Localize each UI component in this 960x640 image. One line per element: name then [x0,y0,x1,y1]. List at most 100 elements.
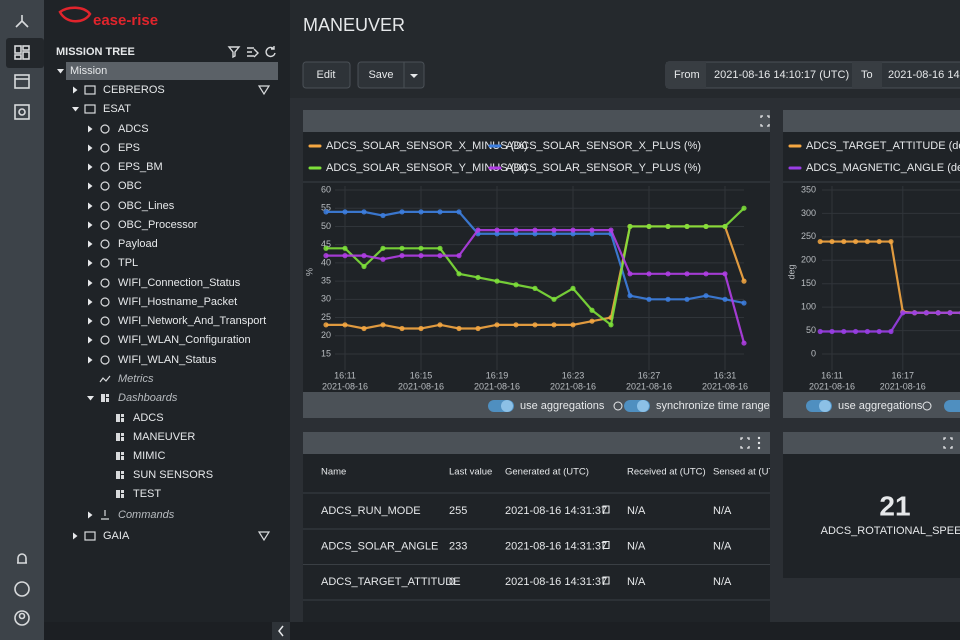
tree-icon[interactable] [15,15,29,28]
folder-icon [84,85,96,95]
tree-arrow [88,221,93,229]
cell: N/A [627,540,646,552]
data-point [947,310,953,316]
data-point [665,223,671,230]
data-point [361,325,367,332]
data-point [741,300,747,306]
tree-arrow [88,125,93,133]
x-tick-time: 16:11 [821,370,843,380]
legend-label: ADCS_TARGET_ATTITUDE (deg) [806,140,960,152]
data-point [380,322,386,328]
collapse-button[interactable] [247,47,259,58]
expand-icon[interactable] [740,437,750,449]
save-button[interactable] [357,61,425,89]
tree-item: ADCS [118,123,149,135]
tree-arrow [88,279,93,287]
data-point [437,253,443,259]
data-point [684,296,690,302]
refresh-button[interactable] [265,46,276,58]
data-point [817,328,823,335]
data-point [646,296,652,302]
rail-icons [14,15,30,626]
cell: N/A [627,505,646,517]
data-point [900,310,906,316]
parameter-icon [100,143,110,153]
parameter-icon [100,181,110,191]
data-point [399,209,405,215]
stat-value: 21 [879,490,910,521]
collapse-sidebar[interactable] [272,622,290,640]
menu-dot [778,115,780,117]
calendar-icon[interactable] [14,74,30,89]
tree-arrow [88,240,93,248]
parameter-icon [100,258,110,268]
x-tick-time: 16:23 [562,370,585,380]
data-point [342,245,348,251]
save-menu-caret[interactable] [410,74,418,78]
data-point [589,318,595,324]
tree-item: WIFI_Network_And_Transport [118,315,266,327]
alerts-icon[interactable] [17,553,27,564]
cell: N/A [627,576,646,588]
stat-label: ADCS_ROTATIONAL_SPEED [821,525,960,537]
data-point [418,209,424,215]
data-point [722,271,728,277]
tree-title: MISSION TREE [56,46,135,58]
x-tick-date: 2021-08-16 [398,381,444,391]
column-header: Received at (UTC) [627,467,706,478]
dashboard-icon [116,452,124,460]
data-point [456,325,462,332]
filter-button[interactable] [227,46,241,59]
panel [783,432,960,578]
data-point [741,278,747,284]
toggle-label: synchronize time range [656,400,770,412]
data-point [361,253,367,259]
data-point [923,310,930,316]
data-point [456,253,462,259]
expand-icon[interactable] [943,437,953,449]
y-tick-label: 40 [321,257,331,267]
data-point [437,322,443,328]
edit-button[interactable] [302,61,351,89]
y-tick-label: 0 [811,348,816,358]
x-tick-time: 16:11 [334,370,356,380]
tree-item: SUN SENSORS [133,469,213,481]
tree-arrow [73,532,78,540]
column-header: Sensed at (UTC) [713,467,784,478]
help-icon[interactable] [14,581,30,597]
commands-icon [101,510,109,520]
tree-item: MANEUVER [133,431,195,443]
dashboard-icon[interactable] [14,45,22,54]
x-tick-date: 2021-08-16 [809,381,855,391]
stat-panel: 21 ADCS_ROTATIONAL_SPEED [783,432,960,578]
cell: 2021-08-16 14:31:37 [505,505,607,517]
legend-label: ADCS_SOLAR_SENSOR_X_MINUS (%) [326,140,528,152]
icon-rail [0,0,44,640]
data-point [513,322,519,328]
tree-selected [66,62,278,80]
folder-icon [84,104,96,114]
tree-item: WIFI_Hostname_Packet [118,296,237,308]
tree-item: TEST [133,488,161,500]
settings-icon[interactable] [14,104,30,120]
x-tick-time: 16:17 [892,370,915,380]
legend-label: ADCS_SOLAR_SENSOR_Y_PLUS (%) [506,162,701,174]
user-icon[interactable] [14,610,30,626]
y-tick-label: 60 [321,184,331,194]
y-axis-label: % [304,268,314,276]
y-tick-label: 35 [321,275,331,285]
data-point [570,285,576,291]
data-point [551,231,557,237]
data-point [475,274,481,281]
data-point [864,238,871,245]
data-point [722,296,728,302]
cell: 2021-08-16 14:31:37 [505,576,607,588]
y-tick-label: 15 [321,348,331,358]
copy-icon [602,576,610,585]
cell: N/A [713,576,732,588]
data-point [475,325,481,332]
toggle-knob [819,400,831,412]
expand-icon[interactable] [760,115,770,127]
data-point [912,310,918,316]
data-point [513,227,519,233]
